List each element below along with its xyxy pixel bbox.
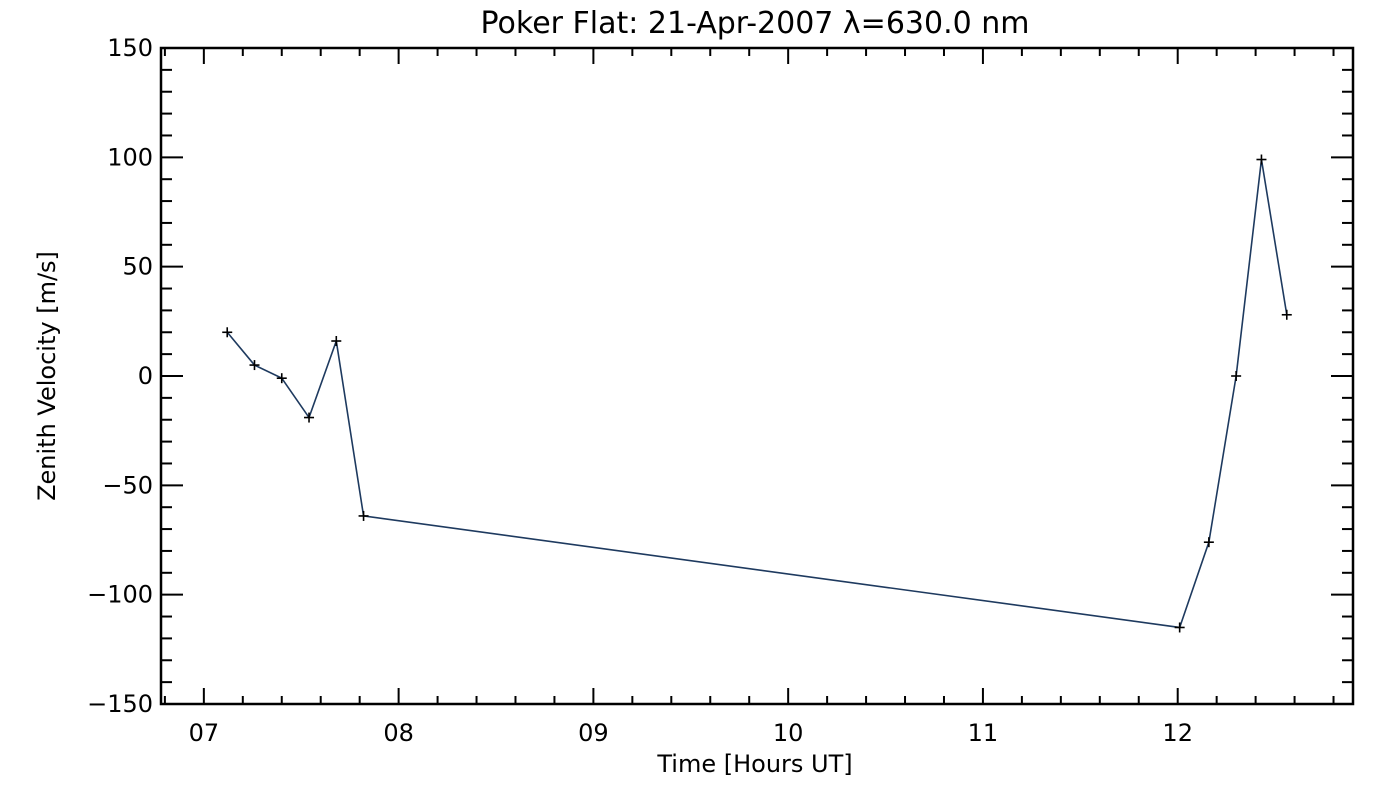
data-point-marker <box>1281 309 1292 320</box>
data-point-marker <box>1256 154 1267 165</box>
data-point-marker <box>1174 622 1185 633</box>
y-axis-ticks: 150 100 50 0 −50 −100 −150 <box>87 34 1353 718</box>
x-tick-label: 11 <box>968 719 999 747</box>
y-tick-label: −150 <box>87 690 153 718</box>
x-tick-label: 12 <box>1162 719 1193 747</box>
x-tick-label: 10 <box>773 719 804 747</box>
x-axis-ticks: 07 08 09 10 11 12 <box>163 48 1335 747</box>
x-tick-label: 08 <box>383 719 414 747</box>
x-axis-label: Time [Hours UT] <box>656 750 852 778</box>
plot-frame <box>159 46 1355 706</box>
x-tick-label: 09 <box>578 719 609 747</box>
y-tick-label: −100 <box>87 581 153 609</box>
series-line <box>226 159 1288 629</box>
series-layer <box>222 154 1292 633</box>
data-point-marker <box>1231 371 1242 381</box>
data-point-marker <box>249 360 260 371</box>
data-point-marker <box>276 373 287 384</box>
y-tick-label: 0 <box>138 362 153 390</box>
data-point-marker <box>331 336 342 347</box>
data-point-marker <box>358 510 369 521</box>
chart-title: Poker Flat: 21-Apr-2007 λ=630.0 nm <box>481 6 1030 41</box>
y-tick-label: 100 <box>107 143 153 171</box>
data-point-marker <box>222 327 233 338</box>
y-tick-label: −50 <box>102 471 153 499</box>
data-point-marker <box>304 412 315 423</box>
y-tick-label: 50 <box>122 253 153 281</box>
x-tick-label: 07 <box>189 719 220 747</box>
data-point-marker <box>1203 537 1214 548</box>
y-tick-label: 150 <box>107 34 153 62</box>
y-axis-label: Zenith Velocity [m/s] <box>33 251 61 501</box>
